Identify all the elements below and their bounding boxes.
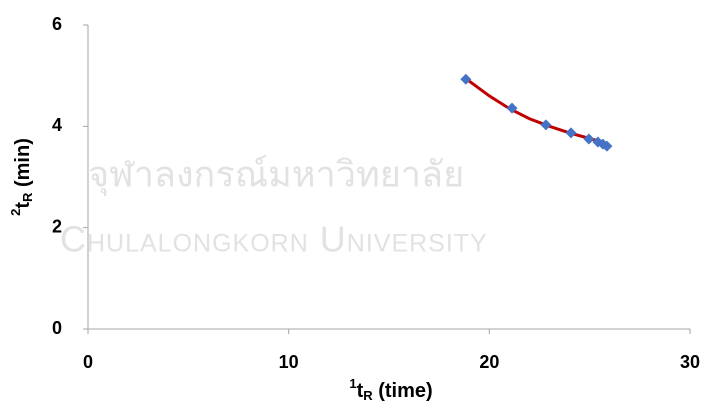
data-point (601, 140, 613, 152)
ylabel-label: 2tR (min) (8, 138, 35, 216)
data-point (540, 119, 552, 131)
x-tick-label: 0 (83, 352, 93, 372)
data-point (506, 102, 518, 114)
watermark-english: Chulalongkorn University (60, 219, 488, 260)
xlabel-label-part: 1 (349, 376, 356, 391)
y-tick-label: 6 (52, 14, 62, 34)
xlabel-label: 1tR (time) (349, 376, 432, 403)
y-tick-label: 4 (52, 115, 62, 135)
xlabel-label-part: (time) (373, 380, 433, 402)
x-tick-label: 20 (479, 352, 499, 372)
y-tick-label: 2 (52, 216, 62, 236)
data-point (460, 73, 472, 85)
xlabel-label-part: t (357, 380, 364, 402)
y-tick-label: 0 (52, 318, 62, 338)
x-tick-label: 10 (279, 352, 299, 372)
x-tick-label: 30 (680, 352, 700, 372)
ylabel-label-part: (min) (12, 138, 34, 192)
ylabel-label-part: t (12, 202, 34, 209)
data-point (565, 127, 577, 139)
fit-line (464, 76, 609, 146)
xlabel-label-part: R (363, 388, 373, 403)
data-point (583, 133, 595, 145)
watermark-thai: จุฬาลงกรณ์มหาวิทยาลัย (88, 154, 464, 197)
ylabel-label-part: 2 (8, 209, 23, 216)
ylabel-label-part: R (20, 192, 35, 202)
